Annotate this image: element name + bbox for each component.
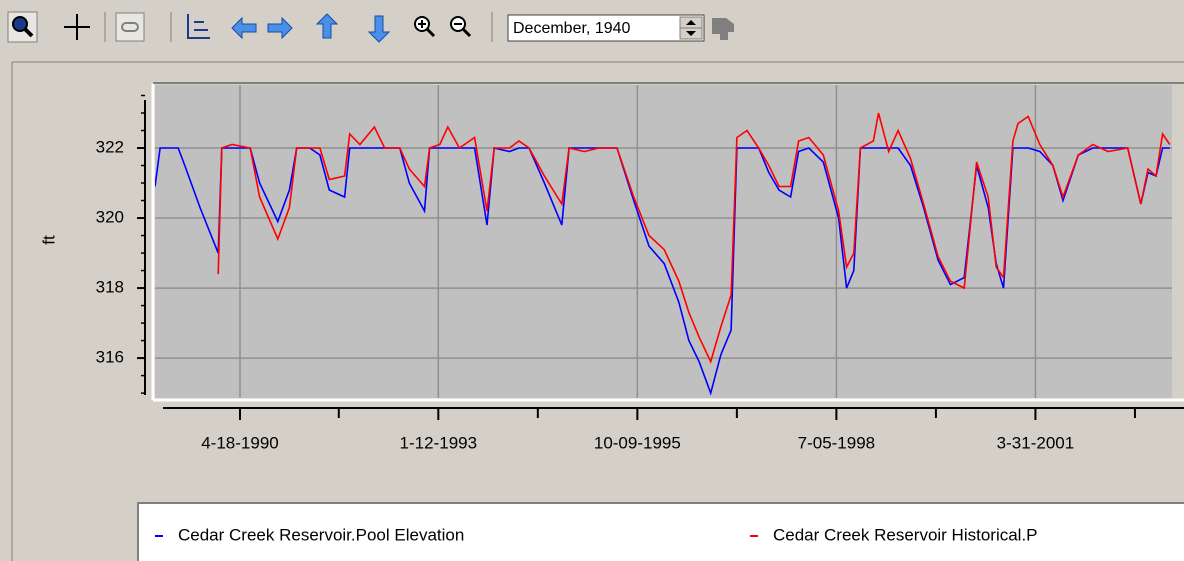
y-tick-label: 318: [96, 278, 124, 297]
link-icon: [121, 22, 139, 32]
hand-icon[interactable]: [712, 18, 734, 40]
pan-left-button[interactable]: [231, 16, 257, 40]
magnifier-handle: [23, 27, 34, 38]
toolbar: December, 1940: [7, 11, 734, 43]
x-tick-label: 10-09-1995: [594, 433, 681, 452]
y-tick-label: 322: [96, 138, 124, 157]
series-lines: [155, 112, 1171, 396]
x-tick-label: 1-12-1993: [400, 433, 478, 452]
pan-up-button[interactable]: [315, 13, 339, 39]
pan-right-button[interactable]: [267, 16, 293, 40]
date-text: December, 1940: [513, 20, 631, 37]
x-tick-label: 4-18-1990: [201, 433, 279, 452]
pan-down-button[interactable]: [367, 15, 391, 43]
y-axis-label: ft: [39, 235, 58, 245]
legend-label: Cedar Creek Reservoir Historical.P: [773, 525, 1038, 544]
legend: [137, 502, 1184, 561]
series-line: [217, 112, 1171, 364]
zoom-out-button[interactable]: [450, 16, 472, 38]
spin-buttons[interactable]: [679, 16, 703, 40]
x-tick-label: 7-05-1998: [798, 433, 876, 452]
y-tick-label: 316: [96, 348, 124, 367]
zoom-in-button[interactable]: [414, 16, 436, 38]
crosshair-button[interactable]: [64, 14, 90, 40]
x-tick-label: 3-31-2001: [997, 433, 1075, 452]
panel-border: [11, 61, 1184, 561]
plot-frame: [151, 83, 1184, 402]
link-button[interactable]: [115, 12, 145, 42]
plot-area: [155, 85, 1172, 398]
legend-label: Cedar Creek Reservoir.Pool Elevation: [178, 525, 464, 544]
magnifier-icon: [12, 16, 28, 32]
date-spinbox[interactable]: [507, 14, 705, 42]
axes-button[interactable]: [187, 14, 210, 39]
y-tick-label: 320: [96, 208, 124, 227]
legend-items: Cedar Creek Reservoir.Pool Elevation Ceda…: [155, 525, 1038, 544]
plot-content: [155, 85, 1172, 398]
